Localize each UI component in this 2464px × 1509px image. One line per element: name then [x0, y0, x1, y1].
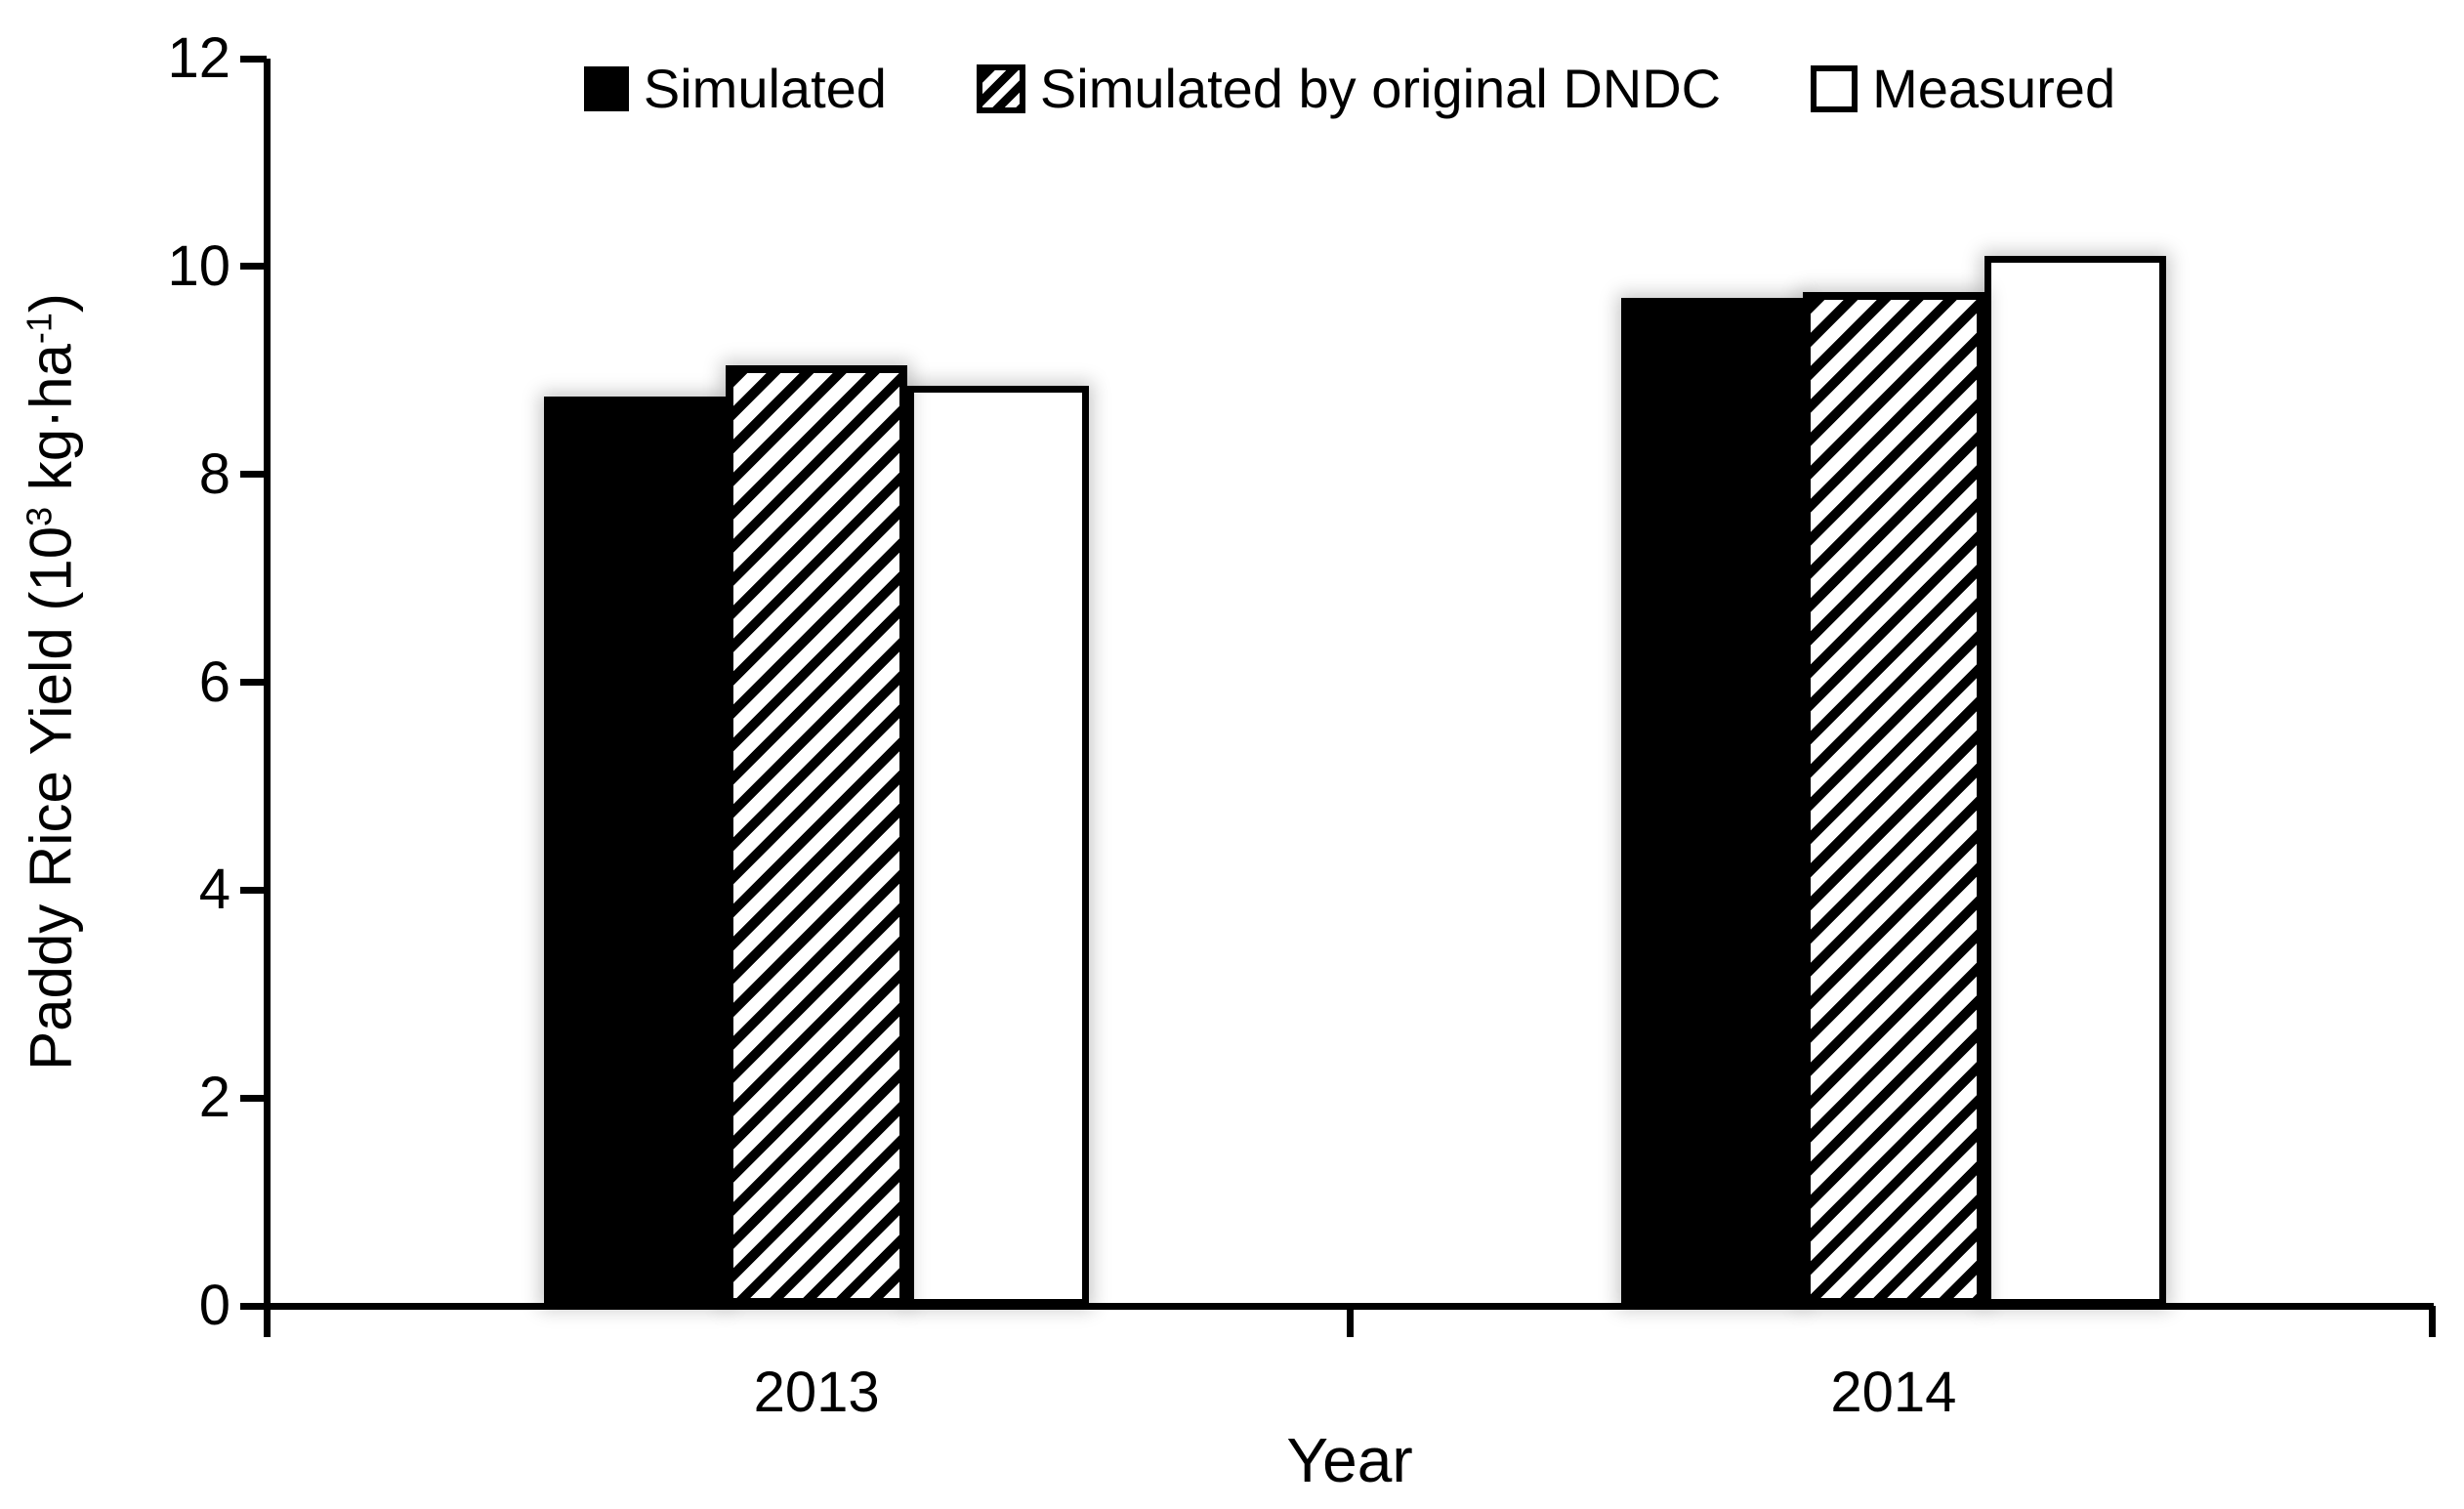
legend-item-simulated: Simulated — [583, 57, 887, 120]
bar-measured-2013 — [907, 386, 1090, 1306]
y-tick-label: 6 — [198, 650, 230, 714]
y-axis-title-superscript: 3 — [19, 506, 60, 526]
y-tick-mark — [240, 263, 267, 271]
y-tick-label: 10 — [167, 233, 230, 298]
y-tick-mark — [240, 1302, 267, 1310]
y-axis-line — [264, 59, 271, 1335]
legend-label: Simulated by original DNDC — [1039, 58, 1722, 119]
legend-swatch-diagonal-hatch-icon — [976, 63, 1025, 113]
y-tick-mark — [240, 886, 267, 894]
y-tick-label: 0 — [198, 1274, 230, 1337]
y-tick-label: 12 — [167, 26, 230, 90]
legend-item-measured: Measured — [1811, 57, 2115, 120]
bar-measured-2014 — [1984, 256, 2166, 1306]
legend-item-simulated-original-dndc: Simulated by original DNDC — [976, 57, 1722, 120]
y-tick-mark — [240, 55, 267, 63]
y-tick-mark — [240, 471, 267, 479]
legend-label: Measured — [1872, 58, 2116, 119]
x-tick-mark — [264, 1306, 271, 1337]
bar-simulated-2013 — [544, 396, 727, 1306]
y-tick-label: 4 — [198, 858, 230, 922]
x-tick-label: 2014 — [1830, 1361, 1957, 1424]
y-tick-mark — [240, 1094, 267, 1102]
bar-simulated-by-original-dndc-2014 — [1802, 292, 1984, 1306]
x-tick-mark — [1346, 1306, 1354, 1337]
bar-simulated-2014 — [1620, 297, 1803, 1306]
y-tick-label: 8 — [198, 441, 230, 506]
y-axis-title-text: Paddy Rice Yield (10 — [18, 525, 84, 1070]
y-tick-mark — [240, 679, 267, 686]
y-tick-label: 2 — [198, 1066, 230, 1130]
legend-swatch-white-outline-icon — [1811, 64, 1858, 112]
bar-simulated-by-original-dndc-2013 — [726, 364, 908, 1306]
y-axis-title-superscript: -1 — [19, 313, 60, 345]
legend-label: Simulated — [643, 58, 887, 119]
x-tick-label: 2013 — [753, 1361, 880, 1424]
x-axis-title: Year — [1286, 1425, 1413, 1495]
legend: Simulated Simulated by original DNDC Mea… — [271, 57, 2429, 120]
x-tick-mark — [2429, 1306, 2436, 1337]
legend-swatch-solid-black-icon — [583, 65, 629, 111]
